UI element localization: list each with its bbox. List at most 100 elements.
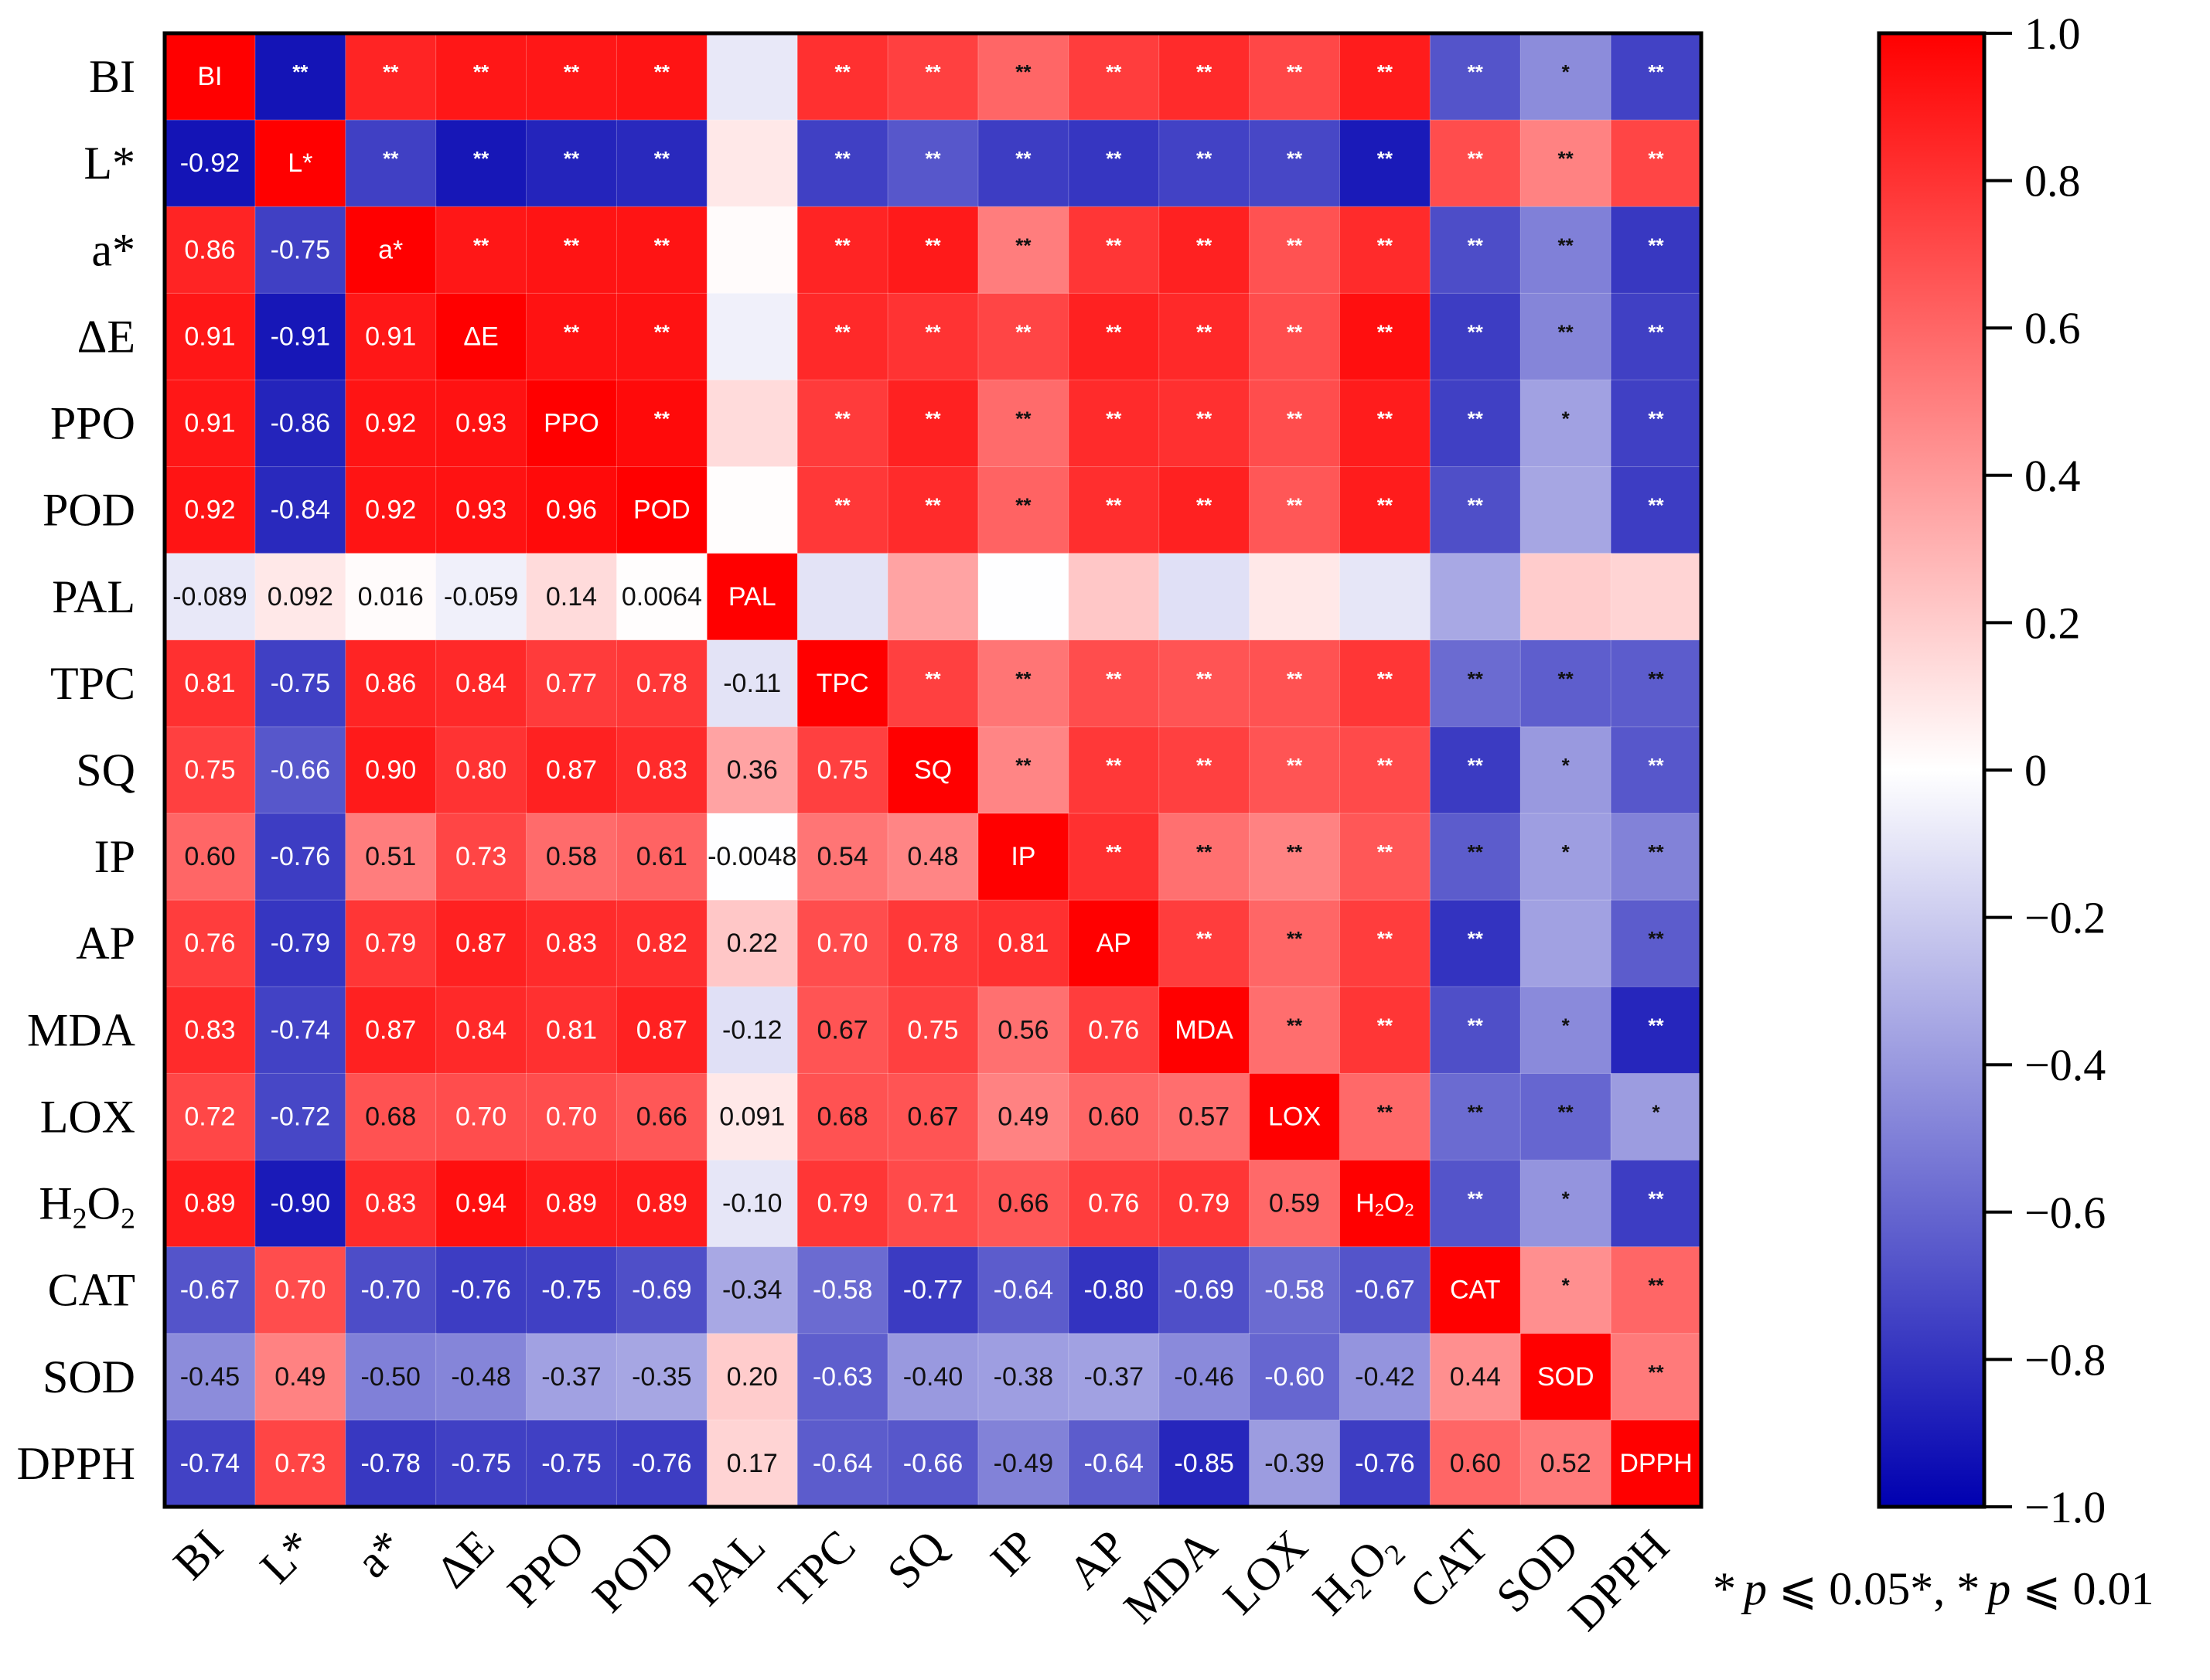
- heatmap-cell: [1068, 553, 1160, 641]
- colorbar-tick-label: −0.2: [2024, 893, 2106, 943]
- heatmap-cell: [887, 32, 979, 121]
- heatmap-cell: [254, 1333, 346, 1421]
- significance-marker: *: [1562, 407, 1571, 431]
- column-label: a*: [346, 1521, 414, 1588]
- correlation-value-label: 0.73: [275, 1449, 326, 1478]
- heatmap-cell: [254, 639, 346, 728]
- heatmap-cell: [1429, 813, 1522, 901]
- heatmap-cell: [616, 639, 708, 728]
- correlation-value-label: -0.089: [172, 582, 247, 612]
- correlation-value-label: 0.93: [455, 496, 506, 525]
- heatmap-cell: [345, 813, 437, 901]
- significance-marker: **: [1468, 233, 1484, 257]
- heatmap-cell: [435, 379, 527, 468]
- significance-marker: **: [1106, 320, 1122, 343]
- heatmap-cell: [887, 639, 979, 728]
- correlation-value-label: -0.63: [813, 1362, 873, 1392]
- heatmap-cell: [796, 1246, 889, 1334]
- heatmap-cell: [254, 553, 346, 641]
- column-label: ΔE: [426, 1521, 503, 1598]
- correlation-value-label: -0.10: [722, 1189, 783, 1218]
- correlation-value-label: 0.091: [719, 1102, 785, 1131]
- significance-marker: **: [1648, 1014, 1664, 1037]
- heatmap-cell: [1339, 119, 1431, 208]
- heatmap-cell: [1519, 1160, 1612, 1248]
- significance-marker: **: [1468, 407, 1484, 431]
- heatmap-cell: [1068, 813, 1160, 901]
- significance-marker: **: [1648, 667, 1664, 690]
- diagonal-label: a*: [378, 235, 403, 264]
- significance-marker: **: [1106, 667, 1122, 690]
- heatmap-cell: [254, 292, 346, 381]
- significance-marker: **: [1468, 667, 1484, 690]
- correlation-value-label: 0.75: [817, 755, 868, 785]
- heatmap-cell: [977, 1333, 1069, 1421]
- heatmap-cell: [887, 466, 979, 554]
- heatmap-cell: [706, 32, 799, 121]
- heatmap-cell: [526, 553, 618, 641]
- correlation-value-label: 0.92: [365, 409, 416, 438]
- colorbar-tick-label: 0.4: [2024, 451, 2081, 501]
- significance-marker: **: [834, 233, 851, 257]
- correlation-value-label: 0.77: [546, 669, 597, 698]
- significance-marker: **: [1377, 1100, 1393, 1123]
- heatmap-cell: [796, 466, 889, 554]
- colorbar-tick-label: −0.8: [2024, 1334, 2106, 1385]
- correlation-value-label: -0.66: [271, 755, 331, 785]
- correlation-value-label: -0.84: [271, 496, 331, 525]
- heatmap-cell: [796, 379, 889, 468]
- heatmap-cell: [616, 986, 708, 1075]
- significance-marker: **: [834, 147, 851, 170]
- correlation-value-label: -0.12: [722, 1015, 783, 1044]
- correlation-value-label: 0.92: [184, 496, 235, 525]
- significance-marker: **: [1287, 840, 1303, 864]
- correlation-value-label: 0.71: [907, 1189, 958, 1218]
- diagonal-label: MDA: [1175, 1015, 1233, 1044]
- correlation-value-label: 0.91: [184, 409, 235, 438]
- diagonal-label: IP: [1011, 842, 1035, 871]
- significance-marker: **: [1468, 840, 1484, 864]
- significance-marker: **: [1648, 1274, 1664, 1297]
- significance-marker: **: [654, 320, 670, 343]
- significance-marker: **: [1287, 60, 1303, 83]
- correlation-value-label: 0.14: [546, 582, 597, 612]
- correlation-value-label: 0.70: [817, 929, 868, 958]
- row-labels: BI L* a* ΔE PPO POD PAL TPC SQ IP AP MDA LOX H2O2 CAT S…: [17, 51, 135, 1489]
- correlation-value-label: 0.49: [998, 1102, 1049, 1131]
- column-label: BI: [164, 1521, 233, 1590]
- heatmap-cell: [1068, 726, 1160, 815]
- correlation-value-label: -0.75: [541, 1449, 602, 1478]
- heatmap-cell: [1429, 1246, 1522, 1334]
- heatmap-cell: [796, 206, 889, 295]
- column-label: SQ: [878, 1521, 956, 1599]
- heatmap-cell: [706, 1072, 799, 1161]
- row-label: SOD: [43, 1351, 135, 1402]
- heatmap-cell: [706, 553, 799, 641]
- heatmap-cell: [977, 1246, 1069, 1334]
- heatmap-cell: [1519, 899, 1612, 988]
- significance-marker: **: [1015, 60, 1032, 83]
- heatmap-cell: [1339, 986, 1431, 1075]
- correlation-value-label: -0.75: [541, 1276, 602, 1305]
- heatmap-cell: [1339, 379, 1431, 468]
- heatmap-cell: [435, 1160, 527, 1248]
- correlation-value-label: -0.70: [360, 1276, 421, 1305]
- heatmap-cell: [1249, 1246, 1341, 1334]
- significance-marker: **: [1468, 320, 1484, 343]
- correlation-value-label: 0.91: [184, 322, 235, 351]
- row-label: LOX: [40, 1091, 135, 1142]
- correlation-value-label: -0.69: [632, 1276, 692, 1305]
- heatmap-cell: [1339, 32, 1431, 121]
- significance-marker: **: [1648, 60, 1664, 83]
- heatmap-cell: [164, 899, 256, 988]
- heatmap-cell: [706, 1333, 799, 1421]
- heatmap-cell: [526, 1072, 618, 1161]
- heatmap-cell: [796, 986, 889, 1075]
- significance-marker: **: [1196, 147, 1212, 170]
- column-label: LOX: [1213, 1521, 1317, 1624]
- correlation-value-label: -0.34: [722, 1276, 783, 1305]
- significance-marker: **: [1468, 1014, 1484, 1037]
- heatmap-cell: [526, 899, 618, 988]
- correlation-value-label: 0.83: [636, 755, 687, 785]
- significance-marker: **: [1106, 754, 1122, 777]
